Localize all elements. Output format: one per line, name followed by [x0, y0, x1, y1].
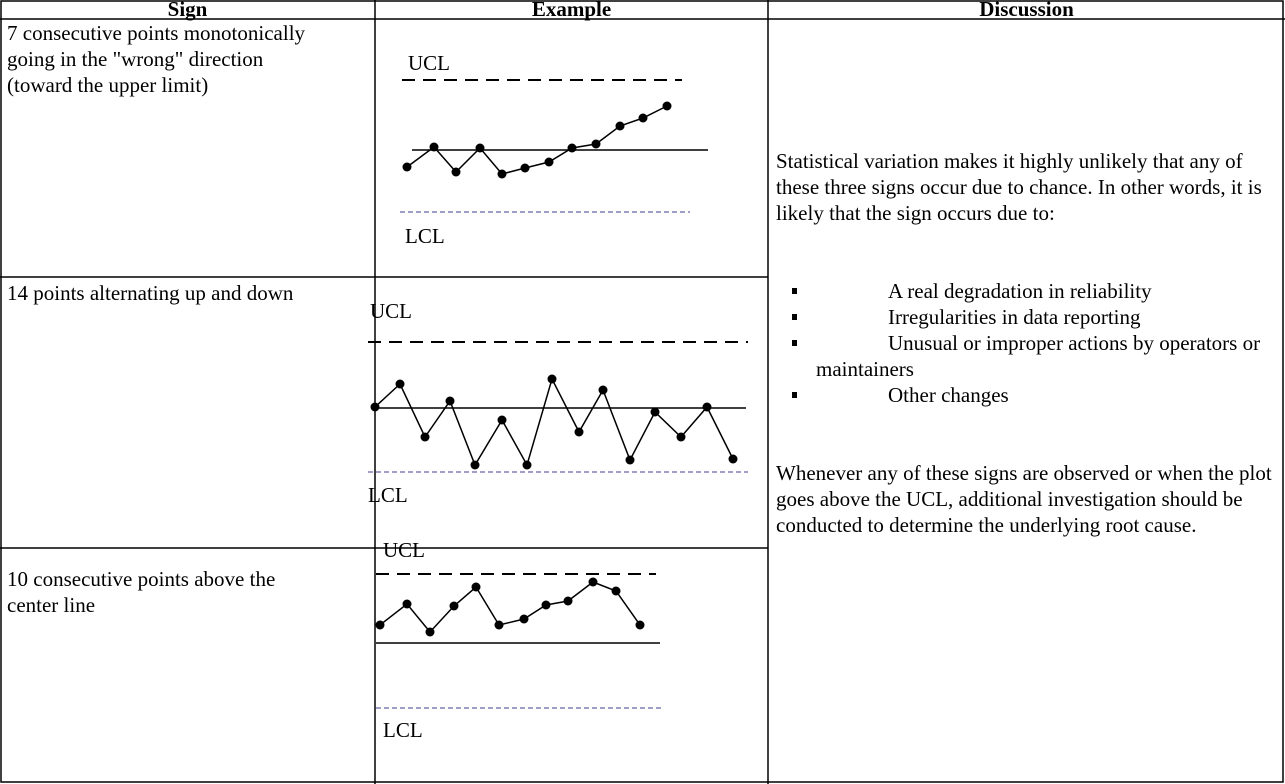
column-header: Discussion: [979, 0, 1074, 21]
column-header: Example: [531, 0, 612, 21]
bullet: Irregularities in data reporting: [776, 304, 1276, 330]
example-chart: UCL LCL: [368, 299, 748, 507]
lcl-label: LCL: [383, 718, 423, 742]
example-chart: UCL LCL: [400, 51, 708, 248]
lcl-label: LCL: [405, 224, 445, 248]
bullet: Unusual or improper actions by operators…: [776, 330, 1276, 382]
ucl-label: UCL: [383, 538, 425, 562]
example-chart: UCL LCL: [375, 538, 662, 742]
discussion: Statistical variation makes it highly un…: [776, 148, 1276, 538]
discussion-intro: Statistical variation makes it highly un…: [776, 149, 1262, 225]
sign-text: 7 consecutive points monotonically going…: [7, 21, 306, 97]
sign-text: 14 points alternating up and down: [7, 281, 294, 305]
ucl-label: UCL: [408, 51, 450, 75]
ucl-label: UCL: [370, 299, 412, 323]
bullet: Other changes: [776, 382, 1276, 408]
discussion-closing: Whenever any of these signs are observed…: [776, 461, 1272, 537]
lcl-label: LCL: [368, 483, 408, 507]
column-header: Sign: [167, 0, 208, 21]
sign-text: 10 consecutive points above the center l…: [7, 567, 276, 617]
bullet: A real degradation in reliability: [776, 278, 1276, 304]
